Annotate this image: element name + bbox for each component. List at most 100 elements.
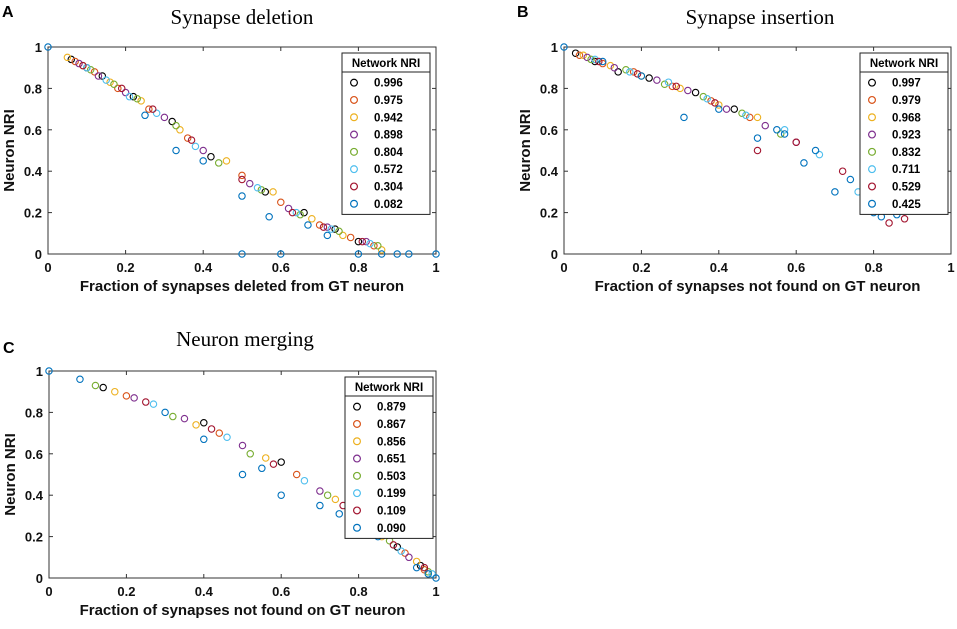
data-point xyxy=(258,464,266,473)
data-point xyxy=(885,219,893,227)
legend-label: 0.832 xyxy=(892,147,921,159)
data-point xyxy=(327,225,335,233)
y-tick-label: 0.2 xyxy=(24,206,42,221)
data-point xyxy=(238,171,246,180)
y-tick-label: 0 xyxy=(36,571,43,586)
data-point xyxy=(83,63,91,72)
chart-title: Neuron merging xyxy=(176,327,314,351)
y-tick-label: 0.8 xyxy=(24,81,42,96)
data-point xyxy=(900,215,909,223)
data-point xyxy=(811,146,820,155)
legend-label: 0.997 xyxy=(892,78,921,90)
data-point xyxy=(200,418,208,427)
data-point xyxy=(137,97,145,105)
data-point xyxy=(199,146,207,155)
x-tick-label: 0.4 xyxy=(195,584,214,599)
data-point xyxy=(606,61,615,70)
data-point xyxy=(207,152,215,161)
x-tick-label: 0.8 xyxy=(350,584,368,599)
series-0.979 xyxy=(575,51,754,122)
x-tick-label: 0.6 xyxy=(787,260,805,275)
x-axis-label: Fraction of synapses deleted from GT neu… xyxy=(80,278,404,295)
data-point xyxy=(269,460,278,468)
data-point xyxy=(172,121,180,130)
data-point xyxy=(261,188,270,196)
data-point xyxy=(362,237,370,246)
legend-marker xyxy=(867,182,876,191)
data-point xyxy=(389,541,398,549)
x-tick-label: 0 xyxy=(44,260,51,275)
x-tick-label: 0.2 xyxy=(117,260,135,275)
legend-marker xyxy=(350,130,359,139)
data-point xyxy=(183,134,192,142)
y-tick-label: 0 xyxy=(35,247,42,262)
legend-label: 0.867 xyxy=(377,419,406,431)
x-tick-label: 1 xyxy=(432,584,439,599)
data-point xyxy=(246,450,254,458)
data-point xyxy=(71,57,79,66)
y-tick-label: 0.8 xyxy=(540,81,558,96)
data-point xyxy=(300,476,309,485)
data-point xyxy=(374,241,382,250)
data-point xyxy=(354,250,363,258)
data-point xyxy=(591,55,599,64)
data-point xyxy=(169,412,177,421)
data-point xyxy=(44,43,52,51)
series-0.572 xyxy=(83,63,374,248)
legend: Network NRI 0.879 0.867 0.856 0.651 0.503 0.19… xyxy=(344,376,434,539)
data-point xyxy=(277,491,285,499)
data-point xyxy=(45,367,53,375)
series-0.711 xyxy=(591,55,862,196)
legend-title: Network NRI xyxy=(355,382,423,394)
data-point xyxy=(637,72,646,80)
data-point xyxy=(815,150,824,159)
data-point xyxy=(114,84,122,93)
series-0.082 xyxy=(44,43,440,258)
panel-b: B Synapse insertion 0 0.2 0.4 0.6 0.8 1 0 0.2 0.4 0… xyxy=(517,4,955,295)
y-tick-label: 0.6 xyxy=(25,447,43,462)
legend-label: 0.979 xyxy=(892,95,921,107)
data-point xyxy=(401,549,409,557)
data-point xyxy=(591,57,599,66)
data-point xyxy=(587,55,595,64)
legend-marker xyxy=(353,506,362,515)
x-tick-label: 1 xyxy=(947,260,954,275)
data-point xyxy=(575,51,584,60)
data-point xyxy=(323,491,332,499)
legend-label: 0.503 xyxy=(377,471,406,483)
data-point xyxy=(323,223,332,231)
data-point xyxy=(377,250,386,258)
data-point xyxy=(315,221,324,229)
series-0.529 xyxy=(595,57,909,227)
panel-c: C Neuron merging 0 0.2 0.4 0.6 0.8 1 0 0.2 0.4 0.6 0… xyxy=(2,327,440,619)
legend-label: 0.090 xyxy=(377,523,406,535)
data-point xyxy=(405,553,413,562)
y-tick-label: 0.8 xyxy=(25,405,43,420)
y-tick-label: 0.4 xyxy=(24,164,43,179)
legend-label: 0.996 xyxy=(374,78,403,90)
data-point xyxy=(595,57,603,66)
legend-label: 0.879 xyxy=(377,402,406,414)
data-point xyxy=(614,68,622,76)
data-point xyxy=(753,146,762,155)
series-0.942 xyxy=(63,53,386,254)
data-point xyxy=(672,82,680,91)
legend-label: 0.942 xyxy=(374,112,403,124)
y-tick-label: 1 xyxy=(35,40,42,55)
data-point xyxy=(715,101,723,109)
data-point xyxy=(223,433,231,441)
panel-letter: A xyxy=(2,4,14,21)
legend: Network NRI 0.996 0.975 0.942 0.898 0.804 0.57… xyxy=(341,52,431,215)
data-point xyxy=(90,68,99,76)
data-point xyxy=(610,63,619,72)
legend-marker xyxy=(350,182,359,191)
data-point xyxy=(335,510,343,518)
x-tick-label: 0.8 xyxy=(349,260,367,275)
x-tick-label: 0.4 xyxy=(710,260,729,275)
data-point xyxy=(339,231,347,240)
data-point xyxy=(200,435,208,444)
data-point xyxy=(633,70,642,78)
panel-letter: C xyxy=(3,340,15,357)
legend-box xyxy=(341,52,431,215)
data-point xyxy=(354,237,363,246)
